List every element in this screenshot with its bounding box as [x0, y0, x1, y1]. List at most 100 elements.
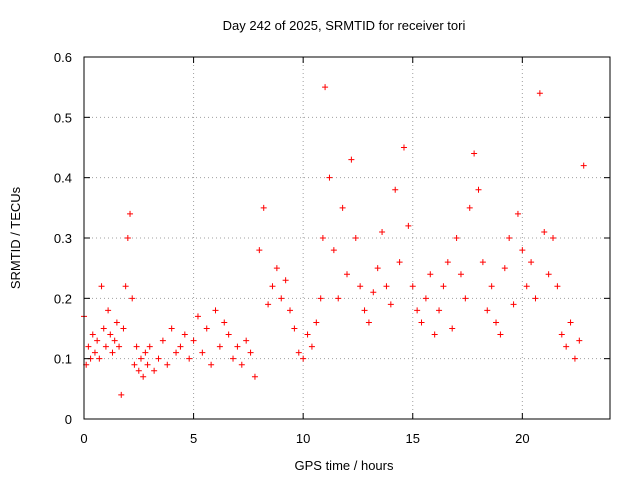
data-point	[471, 150, 478, 157]
data-point	[532, 295, 539, 302]
data-point	[554, 283, 561, 290]
data-point	[260, 204, 267, 211]
data-point	[151, 367, 158, 374]
data-point	[109, 349, 116, 356]
x-axis-label: GPS time / hours	[295, 458, 394, 473]
data-point	[576, 337, 583, 344]
data-point	[523, 283, 530, 290]
data-point	[105, 307, 112, 314]
data-point	[488, 283, 495, 290]
y-tick-label: 0	[65, 412, 72, 427]
data-point	[387, 301, 394, 308]
data-point	[453, 235, 460, 241]
y-tick-label: 0.4	[54, 171, 72, 186]
data-point	[102, 343, 109, 350]
data-point	[330, 247, 337, 254]
data-point	[418, 319, 425, 326]
data-point	[308, 343, 315, 350]
data-point	[484, 307, 491, 314]
x-tick-label: 5	[190, 431, 197, 446]
data-point	[251, 373, 258, 380]
data-point	[501, 265, 508, 272]
data-point	[319, 235, 326, 241]
data-point	[278, 295, 285, 302]
y-tick-label: 0.5	[54, 110, 72, 125]
y-tick-label: 0.1	[54, 352, 72, 367]
data-point	[91, 349, 98, 356]
data-point	[291, 325, 298, 332]
data-point	[436, 307, 443, 314]
data-point	[194, 313, 201, 320]
data-point	[563, 343, 570, 350]
data-point	[440, 283, 447, 290]
data-point	[409, 283, 416, 290]
data-point	[144, 361, 151, 368]
data-point	[457, 271, 464, 278]
data-point	[116, 343, 123, 350]
x-tick-label: 10	[296, 431, 310, 446]
data-point	[159, 337, 166, 344]
data-point	[177, 343, 184, 350]
y-tick-label: 0.2	[54, 291, 72, 306]
data-point	[89, 331, 96, 338]
data-point	[142, 349, 149, 356]
data-point	[545, 271, 552, 278]
data-point	[140, 373, 147, 380]
data-point	[190, 337, 197, 344]
data-point	[181, 331, 188, 338]
data-point	[365, 319, 372, 326]
data-point	[322, 84, 329, 91]
data-point	[335, 295, 342, 302]
data-point	[234, 343, 241, 350]
data-point	[295, 349, 302, 356]
data-point	[427, 271, 434, 278]
data-point	[313, 319, 320, 326]
data-point	[497, 331, 504, 338]
data-point	[400, 144, 407, 151]
data-point	[96, 355, 103, 362]
data-point	[238, 361, 245, 368]
data-point	[514, 210, 521, 217]
data-point	[208, 361, 215, 368]
data-points	[81, 84, 587, 398]
data-point	[111, 337, 118, 344]
data-point	[282, 277, 289, 284]
data-point	[127, 210, 134, 217]
data-point	[475, 186, 482, 193]
data-point	[519, 247, 526, 254]
x-tick-label: 0	[80, 431, 87, 446]
data-point	[247, 349, 254, 356]
data-point	[357, 283, 364, 290]
data-point	[146, 343, 153, 350]
data-point	[135, 367, 142, 374]
data-point	[550, 235, 557, 241]
data-point	[122, 283, 129, 290]
data-point	[287, 307, 294, 314]
data-point	[133, 343, 140, 350]
data-point	[422, 295, 429, 302]
data-point	[168, 325, 175, 332]
data-point	[352, 235, 359, 241]
data-point	[466, 204, 473, 211]
data-point	[449, 325, 456, 332]
y-tick-label: 0.6	[54, 50, 72, 65]
data-point	[269, 283, 276, 290]
data-point	[131, 361, 138, 368]
data-point	[326, 174, 333, 181]
data-point	[221, 319, 228, 326]
data-point	[462, 295, 469, 302]
data-point	[431, 331, 438, 338]
data-point	[155, 355, 162, 362]
data-point	[493, 319, 500, 326]
data-point	[304, 331, 311, 338]
data-point	[317, 295, 324, 302]
data-point	[444, 259, 451, 266]
data-point	[225, 331, 232, 338]
data-point	[164, 361, 171, 368]
data-point	[243, 337, 250, 344]
data-point	[405, 222, 412, 229]
data-point	[558, 331, 565, 338]
data-point	[100, 325, 107, 332]
data-point	[541, 228, 548, 235]
data-point	[107, 331, 114, 338]
